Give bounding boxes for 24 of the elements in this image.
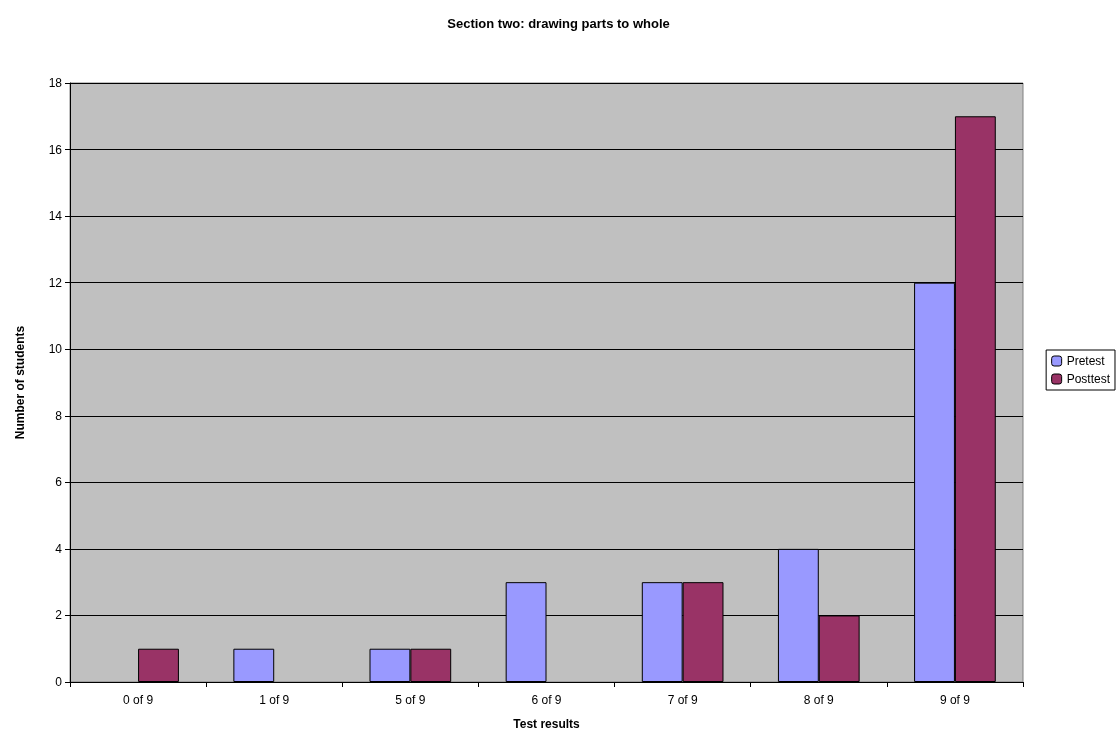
legend-label: Posttest — [1066, 372, 1111, 386]
y-tick-label: 12 — [48, 275, 63, 290]
bar — [233, 648, 275, 682]
x-tick-label: 9 of 9 — [939, 693, 971, 707]
y-tick-label: 6 — [55, 475, 63, 490]
y-tick-label: 16 — [48, 142, 63, 157]
legend-label: Pretest — [1066, 354, 1106, 368]
y-tick-label: 14 — [48, 209, 63, 224]
x-tick-label: 7 of 9 — [667, 693, 698, 707]
x-tick-label: 0 of 9 — [123, 693, 154, 707]
x-tick-label: 8 of 9 — [803, 693, 835, 707]
x-axis-title: Test results — [513, 717, 581, 731]
x-tick-label: 6 of 9 — [531, 693, 562, 707]
chart-title: Section two: drawing parts to whole — [447, 16, 670, 31]
y-axis-title: Number of students — [13, 325, 27, 440]
y-tick-label: 0 — [55, 675, 63, 689]
x-tick-label: 1 of 9 — [259, 693, 290, 707]
y-tick-label: 2 — [55, 608, 63, 623]
x-tick-label: 5 of 9 — [395, 693, 426, 707]
y-tick-label: 18 — [48, 76, 63, 90]
bar — [138, 648, 179, 682]
y-tick-label: 4 — [55, 541, 63, 556]
y-tick-label: 10 — [48, 342, 63, 357]
y-tick-label: 8 — [55, 408, 63, 423]
